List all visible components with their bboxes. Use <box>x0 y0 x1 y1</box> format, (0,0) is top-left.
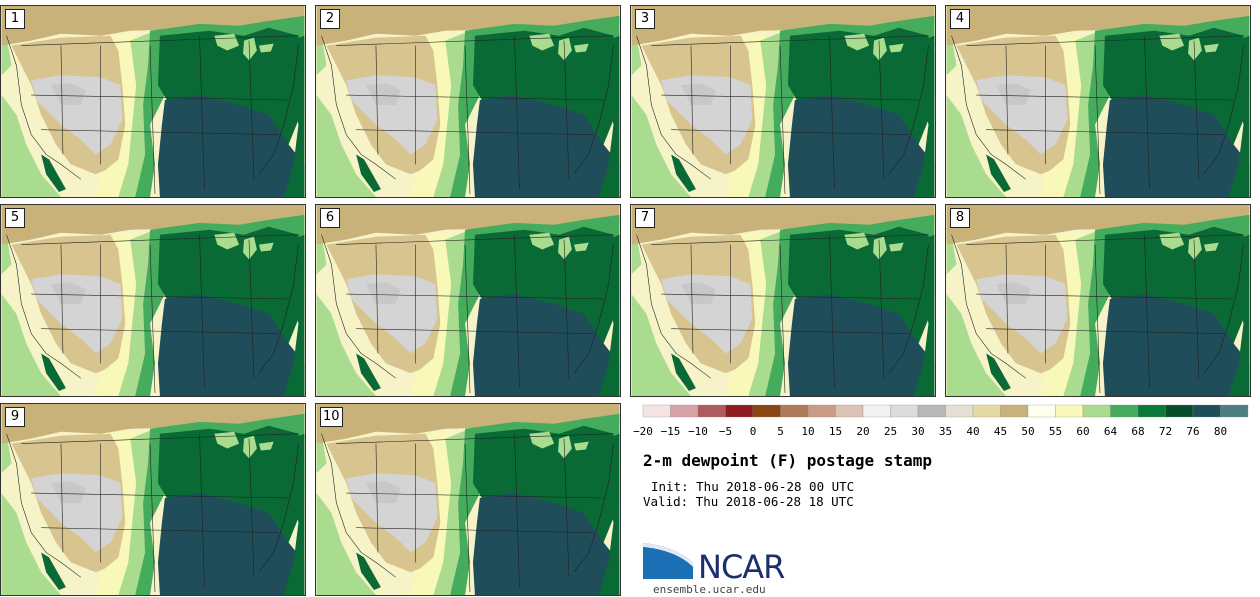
member-number: 9 <box>5 407 25 427</box>
member-panel-9: 9 <box>0 403 306 596</box>
colorbar-swatch <box>1137 404 1166 418</box>
colorbar-tick-label: −5 <box>719 425 732 438</box>
colorbar-tick-label: 60 <box>1076 425 1089 438</box>
colorbar-tick-label: −15 <box>661 425 681 438</box>
colorbar-tick-label: 5 <box>777 425 784 438</box>
member-panel-6: 6 <box>315 204 621 397</box>
colorbar-tick-label: 10 <box>801 425 814 438</box>
colorbar: −20 −15 −10 −5 0 5 10 15 20 25 30 35 40 45 50 55 60 64 68 7… <box>633 404 1249 438</box>
member-number: 7 <box>635 208 655 228</box>
colorbar-tick-label: 80 <box>1214 425 1227 438</box>
dewpoint-map <box>1 404 305 595</box>
colorbar-swatch <box>890 404 919 418</box>
member-number: 5 <box>5 208 25 228</box>
dewpoint-map <box>946 6 1250 197</box>
colorbar-swatch <box>642 404 671 418</box>
colorbar-tick-label: −10 <box>688 425 708 438</box>
dewpoint-map <box>316 6 620 197</box>
colorbar-tick-label: 68 <box>1131 425 1144 438</box>
colorbar-swatch <box>862 404 891 418</box>
colorbar-swatch <box>835 404 864 418</box>
colorbar-tick-label: 0 <box>750 425 757 438</box>
colorbar-tick-label: 25 <box>884 425 897 438</box>
colorbar-swatch <box>697 404 726 418</box>
dewpoint-map <box>946 205 1250 396</box>
colorbar-tick-label: −20 <box>633 425 653 438</box>
colorbar-tick-label: 20 <box>856 425 869 438</box>
colorbar-legend: −20 −15 −10 −5 0 5 10 15 20 25 30 35 40 45 50 55 60 64 68 7… <box>633 404 1249 439</box>
colorbar-tick-label: 64 <box>1104 425 1118 438</box>
dewpoint-map <box>631 6 935 197</box>
colorbar-swatch <box>752 404 781 418</box>
colorbar-swatch <box>807 404 836 418</box>
member-panel-10: 10 <box>315 403 621 596</box>
valid-time: Valid: Thu 2018-06-28 18 UTC <box>643 494 854 509</box>
colorbar-tick-label: 35 <box>939 425 952 438</box>
member-number: 1 <box>5 9 25 29</box>
member-panel-2: 2 <box>315 5 621 198</box>
member-number: 4 <box>950 9 970 29</box>
member-panel-5: 5 <box>0 204 306 397</box>
dewpoint-map <box>1 6 305 197</box>
colorbar-tick-label: 50 <box>1021 425 1034 438</box>
colorbar-swatch <box>917 404 946 418</box>
member-number: 3 <box>635 9 655 29</box>
chart-title: 2-m dewpoint (F) postage stamp <box>643 451 932 470</box>
colorbar-swatch <box>945 404 974 418</box>
member-panel-7: 7 <box>630 204 936 397</box>
colorbar-tick-label: 76 <box>1186 425 1199 438</box>
member-number: 6 <box>320 208 340 228</box>
colorbar-tick-label: 72 <box>1159 425 1172 438</box>
colorbar-swatch <box>780 404 809 418</box>
dewpoint-map <box>1 205 305 396</box>
dewpoint-map <box>316 404 620 595</box>
logo-url: ensemble.ucar.edu <box>653 583 766 596</box>
colorbar-tick-label: 40 <box>966 425 979 438</box>
member-panel-8: 8 <box>945 204 1251 397</box>
colorbar-swatch <box>1055 404 1084 418</box>
colorbar-swatch <box>670 404 699 418</box>
colorbar-swatch <box>1027 404 1056 418</box>
member-number: 10 <box>320 407 343 427</box>
member-panel-1: 1 <box>0 5 306 198</box>
colorbar-swatch <box>1220 404 1249 418</box>
member-panel-4: 4 <box>945 5 1251 198</box>
colorbar-swatch <box>1165 404 1194 418</box>
colorbar-tick-label: 45 <box>994 425 1007 438</box>
colorbar-swatch <box>1000 404 1029 418</box>
colorbar-swatch <box>972 404 1001 418</box>
member-number: 8 <box>950 208 970 228</box>
logo-wordmark: NCAR <box>698 548 785 586</box>
dewpoint-map <box>316 205 620 396</box>
colorbar-swatch <box>725 404 754 418</box>
colorbar-tick-label: 55 <box>1049 425 1062 438</box>
colorbar-swatch <box>1192 404 1221 418</box>
colorbar-swatch <box>1082 404 1111 418</box>
member-number: 2 <box>320 9 340 29</box>
member-panel-3: 3 <box>630 5 936 198</box>
dewpoint-map <box>631 205 935 396</box>
colorbar-tick-label: 30 <box>911 425 924 438</box>
ncar-logo-icon <box>643 543 693 579</box>
init-time: Init: Thu 2018-06-28 00 UTC <box>651 479 855 494</box>
colorbar-tick-label: 15 <box>829 425 842 438</box>
colorbar-swatch <box>1110 404 1139 418</box>
